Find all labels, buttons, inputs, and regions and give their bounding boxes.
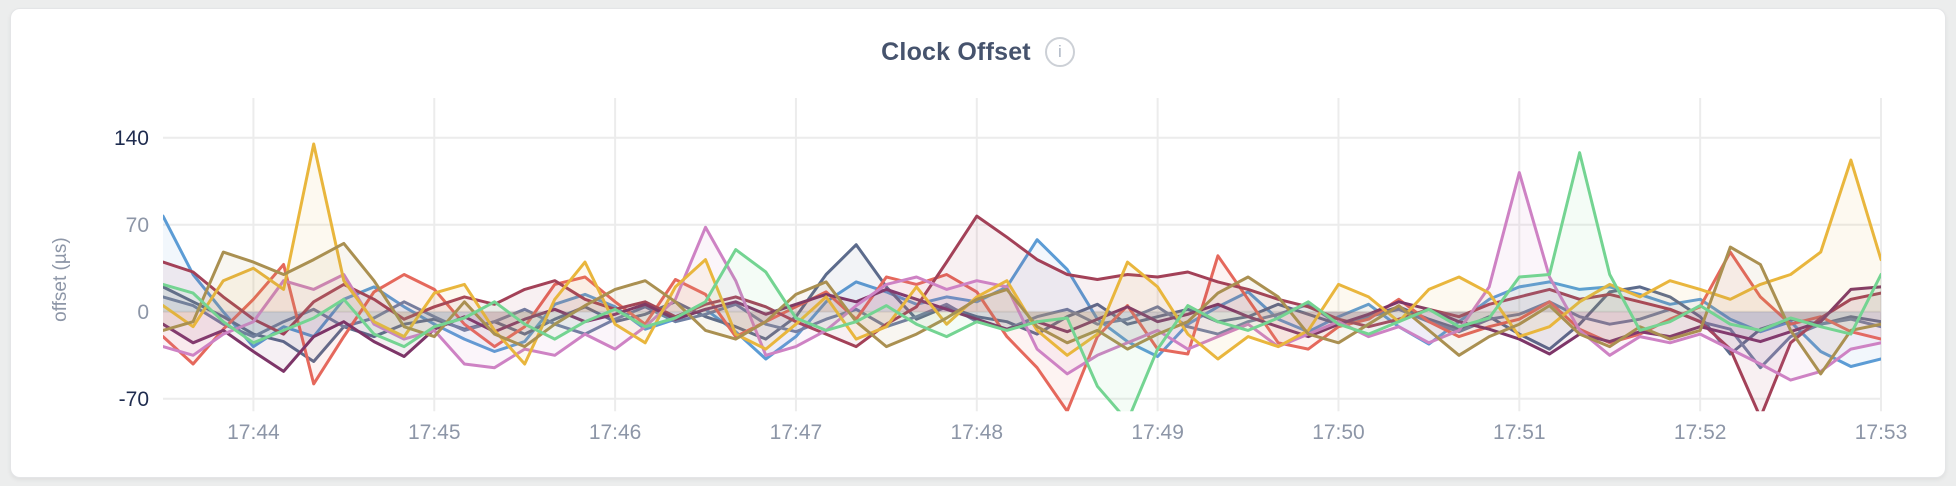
x-tick-label: 17:47 [770, 421, 823, 444]
y-axis-title: offset (µs) [50, 237, 71, 322]
x-tick-label: 17:45 [408, 421, 461, 444]
chart-title: Clock Offset [881, 37, 1031, 66]
x-axis-labels: 17:44 17:45 17:46 17:47 17:48 17:49 17:50 17:51… [227, 421, 1907, 444]
x-tick-label: 17:51 [1493, 421, 1546, 444]
series-8-gold-line [163, 142, 1881, 366]
y-axis-labels: 140 70 0 -70 [114, 127, 149, 411]
series-1-blue-area [163, 216, 1881, 367]
x-tick-label: 17:52 [1674, 421, 1727, 444]
x-tick-label: 17:46 [589, 421, 642, 444]
x-tick-label: 17:48 [951, 421, 1004, 444]
y-tick-label: 70 [126, 214, 149, 237]
clock-offset-card: Clock Offset i 140 70 0 -70 17:44 17:45 17:46 1… [10, 8, 1946, 478]
x-tick-label: 17:49 [1131, 421, 1184, 444]
series-5-maroon-area [163, 216, 1881, 412]
y-tick-label: -70 [119, 388, 149, 411]
x-tick-label: 17:53 [1855, 421, 1908, 444]
gridlines [163, 98, 1882, 412]
series-4-red-line [163, 250, 1881, 412]
series-8-gold-area [163, 144, 1881, 364]
chart-area: 140 70 0 -70 17:44 17:45 17:46 17:47 17:48 17:49 1… [11, 81, 1947, 467]
y-tick-label: 140 [114, 127, 149, 150]
series-7-pink-line [163, 171, 1881, 382]
series-10-green-line [163, 151, 1881, 412]
series-10-green-area [163, 152, 1881, 412]
x-tick-label: 17:50 [1312, 421, 1365, 444]
info-icon[interactable]: i [1044, 37, 1075, 67]
x-tick-label: 17:44 [227, 421, 280, 444]
card-header: Clock Offset i [11, 9, 1945, 81]
y-tick-label: 0 [137, 301, 149, 324]
series-lines [163, 142, 1881, 412]
series-7-pink-area [163, 172, 1881, 381]
series-5-maroon-line [163, 214, 1881, 412]
series-9-olive-line [163, 241, 1881, 376]
series-4-red-area [163, 252, 1881, 412]
series-1-blue-line [163, 214, 1881, 368]
